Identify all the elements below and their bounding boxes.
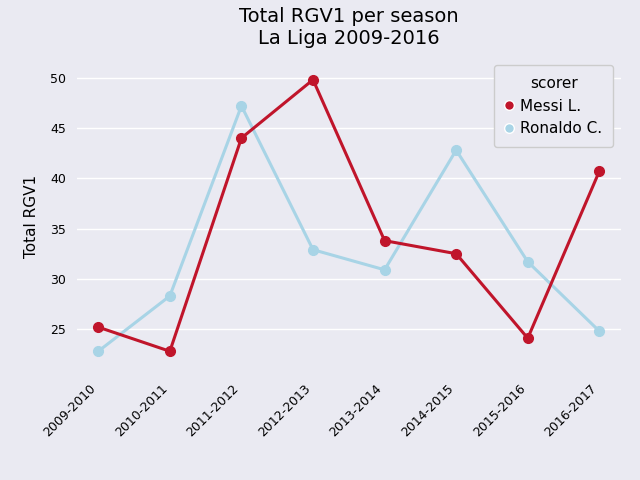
Y-axis label: Total RGV1: Total RGV1 [24,174,39,258]
Messi L. [309,77,317,83]
Ronaldo C. [309,247,317,252]
Legend: Messi L., Ronaldo C.: Messi L., Ronaldo C. [494,65,613,147]
Ronaldo C. [237,103,245,109]
Messi L. [381,238,388,243]
Line: Ronaldo C.: Ronaldo C. [93,101,604,356]
Title: Total RGV1 per season
La Liga 2009-2016: Total RGV1 per season La Liga 2009-2016 [239,7,459,48]
Messi L. [595,168,603,174]
Ronaldo C. [524,259,532,264]
Messi L. [237,135,245,141]
Messi L. [452,251,460,257]
Ronaldo C. [95,348,102,354]
Ronaldo C. [452,147,460,153]
Messi L. [95,324,102,330]
Line: Messi L.: Messi L. [93,75,604,356]
Messi L. [524,336,532,341]
Ronaldo C. [595,328,603,334]
Ronaldo C. [381,267,388,273]
Messi L. [166,348,173,354]
Ronaldo C. [166,293,173,299]
